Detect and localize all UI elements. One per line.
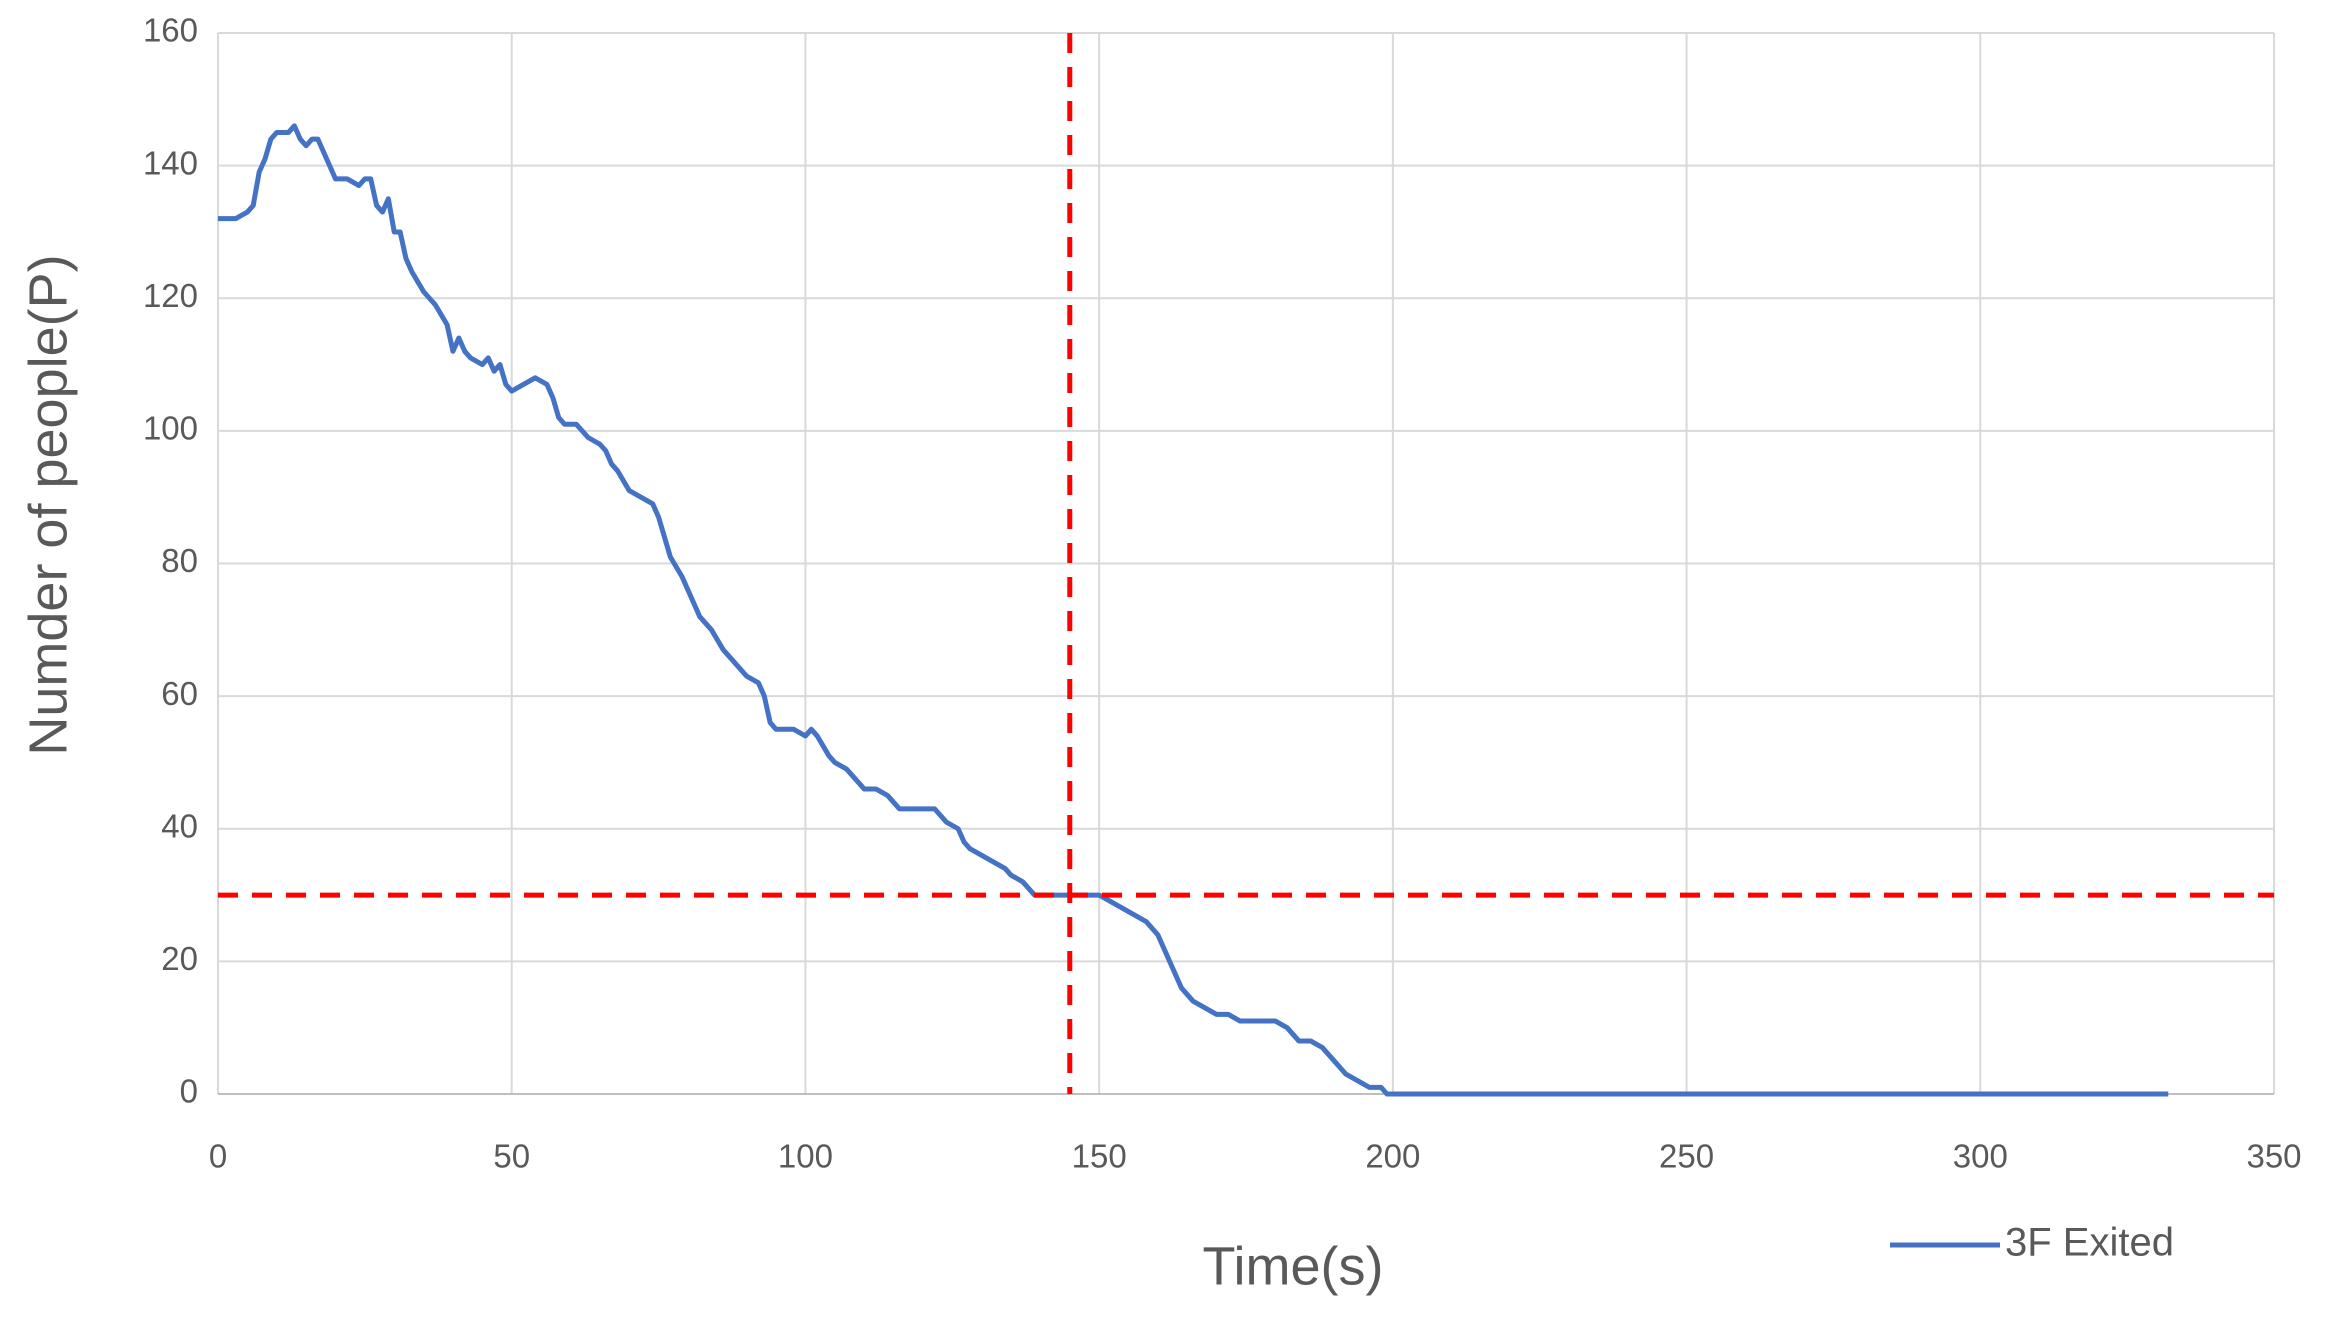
data-line [218,123,2169,1097]
y-tick-label: 140 [143,144,198,181]
x-tick-label: 150 [1072,1138,1127,1175]
y-tick-label: 120 [143,277,198,314]
y-tick-label: 160 [143,12,198,49]
y-tick-label: 100 [143,410,198,447]
x-tick-label: 100 [778,1138,833,1175]
y-tick-label: 0 [180,1073,198,1110]
y-axis-title: Numder of people(P) [18,254,78,755]
x-tick-label: 50 [493,1138,530,1175]
x-tick-label: 0 [209,1138,227,1175]
x-tick-label: 350 [2246,1138,2301,1175]
y-tick-label: 80 [161,542,198,579]
y-tick-label: 60 [161,675,198,712]
y-tick-label: 40 [161,807,198,844]
x-tick-label: 250 [1659,1138,1714,1175]
x-axis-title: Time(s) [1203,1236,1384,1296]
y-tick-label: 20 [161,940,198,977]
legend-label: 3F Exited [2005,1221,2174,1265]
x-tick-label: 300 [1953,1138,2008,1175]
x-tick-label: 200 [1365,1138,1420,1175]
